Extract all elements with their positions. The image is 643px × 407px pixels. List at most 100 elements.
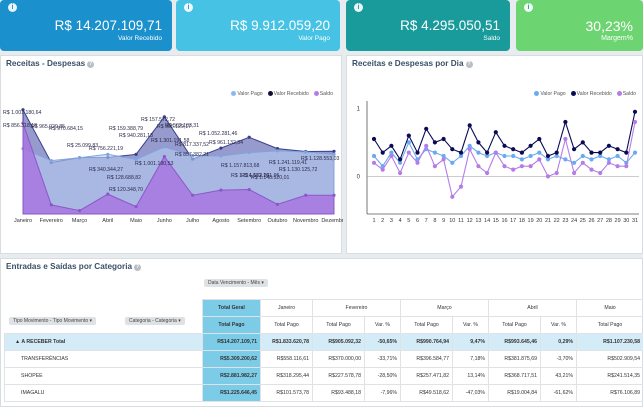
kpi-value: R$ 14.207.109,71 [54, 18, 162, 33]
table-row[interactable]: SHOPEE R$2.881.982,27 R$318.295,44 R$227.57… [4, 367, 643, 385]
data-point [589, 150, 594, 155]
header-cell[interactable]: Março [400, 299, 489, 317]
column-field-pill[interactable]: Data Vencimento - Mês ▾ [204, 279, 268, 287]
dropdown-icon: ▾ [261, 280, 264, 286]
info-icon[interactable]: i [8, 3, 17, 12]
header-cell[interactable]: Total Pago [312, 316, 365, 334]
header-cell[interactable]: Total Pago [488, 316, 541, 334]
info-icon[interactable]: i [524, 3, 533, 12]
data-point [554, 153, 559, 159]
legend-marker[interactable] [534, 91, 540, 96]
table-body: ▲ A RECEBER Total R$14.207.109,71 R$1.833.… [4, 333, 643, 402]
help-icon[interactable]: ? [134, 264, 142, 271]
table-cell: 9,47% [452, 333, 489, 351]
row-label-cell[interactable]: TRANSFERÊNCIAS [4, 350, 203, 368]
table-cell: 43,21% [540, 367, 577, 385]
data-point [519, 157, 524, 162]
x-tick-label: Dezembro [321, 218, 343, 224]
data-point [519, 164, 524, 169]
kpi-card-recebido: i R$ 14.207.109,71 Valor Recebido [0, 0, 172, 51]
y-tick-label: 1 [357, 106, 361, 112]
table-cell: R$1.833.620,78 [260, 333, 313, 351]
data-point [389, 150, 394, 155]
data-point [332, 149, 336, 153]
header-cell[interactable]: Var. % [452, 316, 489, 334]
data-label: R$ 159.388,79 [109, 126, 143, 132]
data-point [485, 150, 490, 155]
x-tick-label: 29 [615, 218, 621, 224]
header-cell[interactable]: Var. % [540, 316, 577, 334]
data-point [106, 192, 110, 196]
data-point [441, 153, 446, 159]
header-cell[interactable]: Fevereiro [312, 299, 401, 317]
header-cell[interactable]: Janeiro [260, 299, 313, 317]
legend-label[interactable]: Valor Recebido [273, 91, 309, 97]
help-icon[interactable]: ? [87, 61, 95, 68]
data-point [485, 170, 490, 176]
data-label: R$ 857.382,21 [175, 152, 209, 158]
legend-marker[interactable] [267, 91, 273, 96]
panel-title: Receitas - Despesas? [6, 59, 95, 68]
data-point [398, 157, 403, 162]
x-tick-label: 25 [580, 218, 586, 224]
row-label-cell[interactable]: ▲ A RECEBER Total [4, 333, 203, 351]
table-cell: -28,50% [364, 367, 401, 385]
header-cell[interactable]: Total Geral [202, 299, 261, 317]
table-row[interactable]: ▲ A RECEBER Total R$14.207.109,71 R$1.833.… [4, 333, 643, 351]
info-icon[interactable]: i [184, 3, 193, 12]
x-tick-label: 15 [493, 218, 499, 224]
help-icon[interactable]: ? [465, 61, 473, 68]
data-point [589, 167, 594, 172]
data-label: R$ 1.114.572,10 [231, 173, 269, 179]
x-tick-label: 11 [458, 218, 464, 224]
data-label: R$ 961.132,34 [209, 140, 243, 146]
x-tick-label: 7 [425, 218, 428, 224]
header-cell[interactable]: Maio [576, 299, 643, 317]
table-cell: R$368.717,51 [488, 367, 541, 385]
header-cell[interactable]: Abril [488, 299, 577, 317]
table-row[interactable]: TRANSFERÊNCIAS R$5.309.200,62 R$558.116,61… [4, 350, 643, 368]
legend-marker[interactable] [616, 91, 622, 96]
row-label-cell[interactable]: SHOPEE [4, 367, 203, 385]
table-cell: R$227.578,78 [312, 367, 365, 385]
legend-marker[interactable] [313, 91, 319, 96]
header-cell[interactable]: Total Pago [260, 316, 313, 334]
x-tick-label: 3 [390, 218, 393, 224]
x-tick-label: 14 [484, 218, 490, 224]
legend-marker[interactable] [570, 91, 576, 96]
kpi-card-saldo: i R$ 4.295.050,51 Saldo [346, 0, 510, 51]
data-point [134, 157, 138, 162]
data-point [580, 153, 585, 159]
data-point [458, 184, 464, 189]
x-tick-label: 6 [416, 218, 419, 224]
legend-label[interactable]: Valor Recebido [576, 91, 612, 97]
info-icon[interactable]: i [354, 3, 363, 12]
x-tick-label: 12 [467, 218, 473, 224]
data-point [598, 150, 603, 155]
row-field-pill[interactable]: Tipo Movimento - Tipo Movimento ▾ [9, 317, 97, 325]
header-cell[interactable]: Total Pago [202, 316, 261, 334]
header-cell[interactable]: Total Pago [400, 316, 453, 334]
legend-label[interactable]: Saldo [622, 91, 636, 97]
area-chart: Janeiro Fevereiro Março Abril Maio Junho Julho… [3, 108, 343, 224]
data-point [467, 147, 472, 152]
x-tick-label: 13 [475, 218, 481, 224]
legend-label[interactable]: Valor Pago [237, 91, 263, 97]
row-field-pill[interactable]: Categoria - Categoria ▾ [125, 317, 185, 325]
legend-label[interactable]: Valor Pago [540, 91, 566, 97]
panel-title-text: Receitas - Despesas [6, 59, 86, 68]
data-point [554, 150, 559, 155]
table-cell: R$93.488,18 [312, 384, 365, 402]
row-label-cell[interactable]: IMAGALU [4, 384, 203, 402]
data-point [275, 149, 280, 153]
header-cell[interactable]: Total Pago [576, 316, 643, 334]
legend-label[interactable]: Saldo [319, 91, 333, 97]
data-point [545, 174, 551, 179]
header-cell[interactable]: Var. % [364, 316, 401, 334]
table-cell: R$396.584,77 [400, 350, 453, 368]
legend-marker[interactable] [231, 91, 237, 96]
data-point [485, 153, 490, 159]
table-row[interactable]: IMAGALU R$1.225.646,45 R$101.573,78 R$93.48… [4, 384, 643, 402]
data-point [134, 205, 138, 209]
x-tick-label: Maio [130, 218, 142, 224]
